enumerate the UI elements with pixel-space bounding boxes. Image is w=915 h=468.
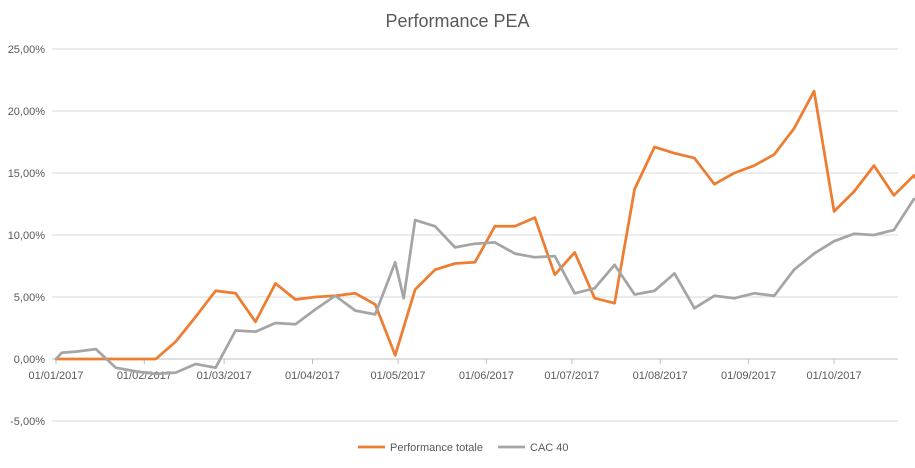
x-tick-label: 01/08/2017 (633, 370, 688, 382)
x-tick-label: 01/07/2017 (544, 370, 599, 382)
x-tick-label: 01/01/2017 (28, 370, 83, 382)
series-line-cac-40 (54, 197, 915, 376)
legend-label: Performance totale (390, 442, 483, 454)
y-tick-label: 0,00% (14, 354, 45, 366)
x-tick-label: 01/05/2017 (370, 370, 425, 382)
y-tick-label: 10,00% (8, 230, 46, 242)
series-line-performance-totale (54, 89, 915, 361)
y-tick-label: 15,00% (8, 168, 46, 180)
y-tick-label: 20,00% (8, 106, 46, 118)
y-tick-label: 5,00% (14, 292, 45, 304)
y-tick-label: 25,00% (8, 44, 46, 56)
x-tick-label: 01/09/2017 (721, 370, 776, 382)
y-tick-label: -5,00% (10, 416, 45, 428)
x-tick-label: 01/10/2017 (807, 370, 862, 382)
x-tick-label: 01/04/2017 (285, 370, 340, 382)
x-tick-label: 01/03/2017 (197, 370, 252, 382)
chart-title: Performance PEA (385, 11, 530, 31)
legend-label: CAC 40 (530, 442, 569, 454)
x-tick-label: 01/06/2017 (459, 370, 514, 382)
